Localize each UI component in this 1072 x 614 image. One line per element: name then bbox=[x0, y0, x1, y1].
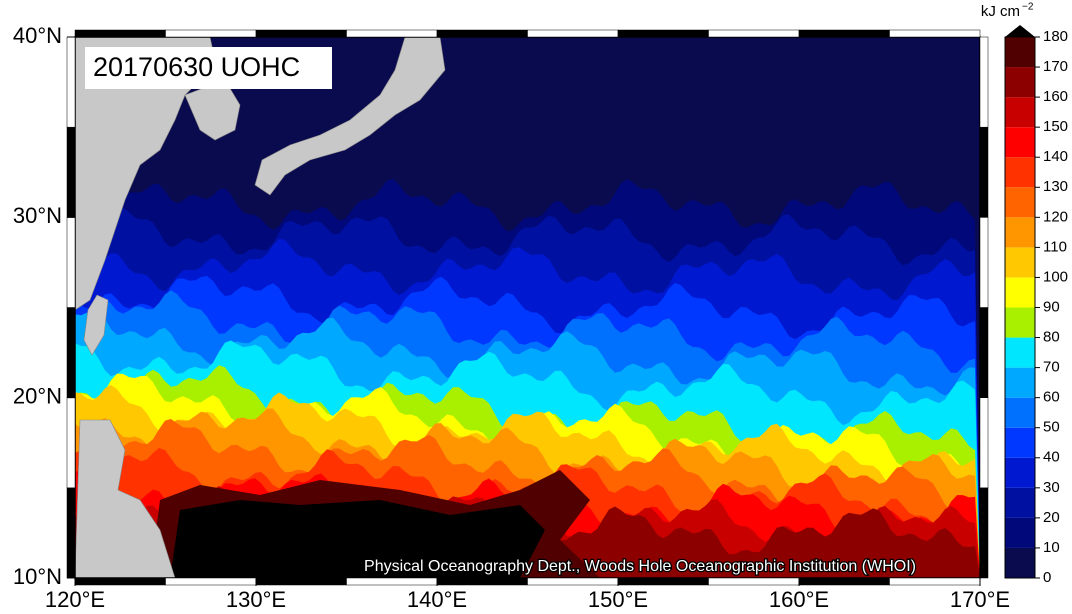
frame-bar bbox=[66, 126, 76, 218]
lat-tick-label: 10°N bbox=[13, 564, 62, 589]
frame-bar bbox=[979, 397, 989, 489]
frame-bar bbox=[255, 577, 347, 586]
frame-bar bbox=[165, 577, 257, 586]
colorbar-bin bbox=[1005, 427, 1035, 458]
frame-bar bbox=[436, 29, 528, 38]
map-title: 20170630 UOHC bbox=[93, 52, 300, 82]
lon-tick-label: 170°E bbox=[950, 587, 1010, 612]
colorbar-tick-label: 100 bbox=[1043, 268, 1068, 285]
colorbar-bin bbox=[1005, 487, 1035, 518]
colorbar: 0 10 20 30 40 50 60 70 80 90 100 110 120 130 140 150 160… bbox=[1004, 25, 1068, 586]
colorbar-over-arrow bbox=[1005, 25, 1035, 37]
colorbar-tick-label: 80 bbox=[1043, 329, 1060, 346]
lon-tick-label: 130°E bbox=[226, 587, 286, 612]
frame-bar bbox=[979, 307, 989, 398]
colorbar-bin bbox=[1005, 187, 1035, 218]
colorbar-bin bbox=[1005, 67, 1035, 98]
frame-bar bbox=[66, 36, 76, 128]
lon-tick-label: 160°E bbox=[769, 587, 829, 612]
colorbar-unit-exponent: −2 bbox=[1022, 2, 1034, 13]
colorbar-bin bbox=[1005, 157, 1035, 188]
title-box bbox=[85, 47, 332, 89]
colorbar-bin bbox=[1005, 127, 1035, 158]
colorbar-tick-label: 50 bbox=[1043, 419, 1060, 436]
colorbar-tick-label: 140 bbox=[1043, 148, 1068, 165]
frame-bar bbox=[346, 577, 438, 586]
colorbar-bin bbox=[1005, 457, 1035, 488]
frame-bar bbox=[979, 126, 989, 218]
frame-bar bbox=[979, 217, 989, 308]
colorbar-tick-label: 70 bbox=[1043, 359, 1060, 376]
colorbar-bin bbox=[1005, 247, 1035, 278]
credit: Physical Oceanography Dept., Woods Hole … bbox=[364, 558, 916, 575]
colorbar-bin bbox=[1005, 397, 1035, 428]
frame-bar bbox=[889, 577, 981, 586]
frame-bar bbox=[66, 487, 76, 579]
colorbar-tick-label: 30 bbox=[1043, 479, 1060, 496]
land-philippines bbox=[75, 419, 176, 578]
colorbar-tick-label: 10 bbox=[1043, 539, 1060, 556]
colorbar-tick-label: 120 bbox=[1043, 208, 1068, 225]
lon-tick-label: 150°E bbox=[588, 587, 648, 612]
frame-bar bbox=[66, 397, 76, 489]
frame-bars bbox=[66, 29, 989, 586]
frame-bar bbox=[798, 577, 890, 586]
lat-tick-label: 40°N bbox=[13, 23, 62, 48]
frame-bar bbox=[436, 577, 528, 586]
frame-bar bbox=[74, 29, 166, 38]
frame-bar bbox=[74, 577, 166, 586]
frame-bar bbox=[617, 29, 709, 38]
colorbar-bin bbox=[1005, 97, 1035, 128]
colorbar-tick-label: 40 bbox=[1043, 449, 1060, 466]
colorbar-tick-label: 130 bbox=[1043, 178, 1068, 195]
ocean-heat-field bbox=[75, 37, 980, 578]
lat-tick-label: 30°N bbox=[13, 203, 62, 228]
colorbar-tick-label: 150 bbox=[1043, 118, 1068, 135]
land-taiwan bbox=[83, 294, 109, 356]
colorbar-tick-label: 90 bbox=[1043, 298, 1060, 315]
colorbar-tick-label: 20 bbox=[1043, 509, 1060, 526]
frame-bar bbox=[255, 29, 347, 38]
lon-tick-label: 120°E bbox=[45, 587, 105, 612]
colorbar-tick-label: 180 bbox=[1043, 28, 1068, 45]
frame-bar bbox=[66, 307, 76, 398]
lat-tick-label: 20°N bbox=[13, 383, 62, 408]
frame-bar bbox=[527, 29, 619, 38]
colorbar-tick-label: 110 bbox=[1043, 238, 1067, 255]
land-japan bbox=[254, 37, 446, 196]
colorbar-bin bbox=[1005, 547, 1035, 578]
land bbox=[75, 37, 446, 578]
field-over bbox=[170, 500, 545, 578]
colorbar-tick-label: 0 bbox=[1043, 569, 1051, 586]
colorbar-unit: kJ cm bbox=[981, 3, 1020, 20]
colorbar-bin bbox=[1005, 367, 1035, 398]
frame-bar bbox=[708, 577, 800, 586]
colorbar-bin bbox=[1005, 517, 1035, 548]
frame-bar bbox=[617, 577, 709, 586]
lon-tick-label: 140°E bbox=[407, 587, 467, 612]
colorbar-tick-label: 60 bbox=[1043, 389, 1060, 406]
colorbar-bin bbox=[1005, 337, 1035, 368]
colorbar-bin bbox=[1005, 37, 1035, 68]
frame-bar bbox=[165, 29, 257, 38]
frame-bar bbox=[708, 29, 800, 38]
colorbar-bin bbox=[1005, 307, 1035, 338]
frame-bar bbox=[66, 217, 76, 308]
colorbar-bin bbox=[1005, 277, 1035, 308]
frame-bar bbox=[527, 577, 619, 586]
colorbar-tick-label: 160 bbox=[1043, 88, 1068, 105]
colorbar-tick-label: 170 bbox=[1043, 58, 1068, 75]
frame-bar bbox=[798, 29, 890, 38]
frame-bar bbox=[889, 29, 981, 38]
frame-bar bbox=[979, 487, 989, 579]
frame-bar bbox=[346, 29, 438, 38]
colorbar-bin bbox=[1005, 217, 1035, 248]
frame-bar bbox=[979, 36, 989, 128]
